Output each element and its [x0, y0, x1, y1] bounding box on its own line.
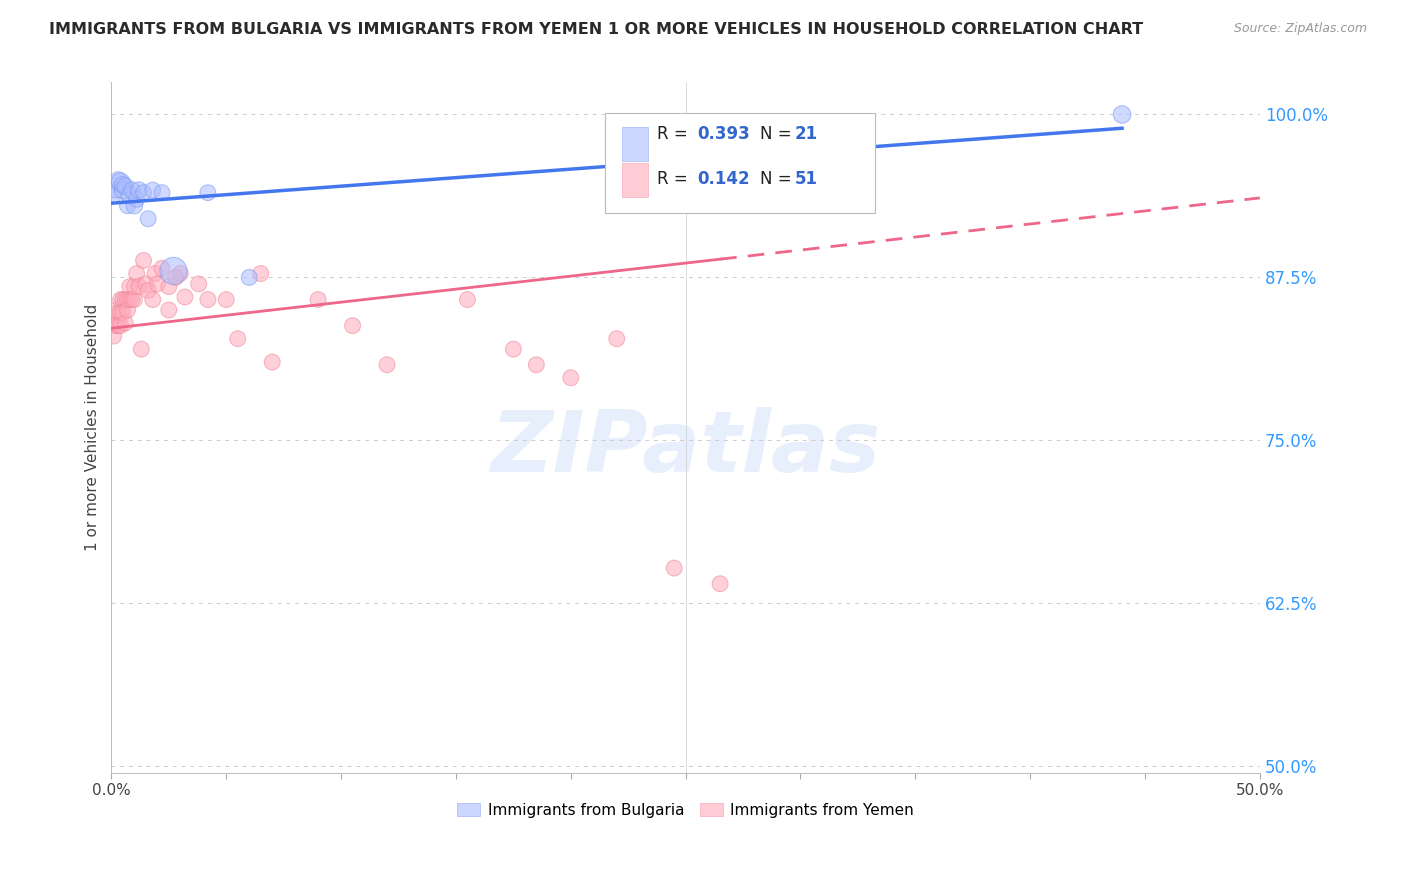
Text: R =: R =	[657, 125, 693, 143]
Point	[107, 172, 129, 186]
Point	[105, 183, 128, 197]
Point	[150, 261, 173, 276]
Point	[150, 186, 173, 200]
Point	[136, 211, 159, 226]
Point	[502, 342, 524, 356]
Point	[197, 293, 219, 307]
Point	[174, 290, 197, 304]
Point	[124, 279, 146, 293]
Point	[111, 178, 134, 192]
Point	[143, 267, 166, 281]
Point	[110, 293, 132, 307]
Point	[121, 183, 143, 197]
Y-axis label: 1 or more Vehicles in Household: 1 or more Vehicles in Household	[86, 303, 100, 551]
Point	[262, 355, 284, 369]
Text: ZIPatlas: ZIPatlas	[491, 407, 880, 490]
Point	[1111, 107, 1133, 121]
Point	[118, 293, 141, 307]
Point	[165, 270, 187, 285]
Point	[114, 293, 136, 307]
Point	[709, 576, 731, 591]
Point	[107, 305, 129, 319]
Point	[129, 342, 152, 356]
Point	[128, 183, 150, 197]
Text: 21: 21	[794, 125, 818, 143]
Text: 51: 51	[794, 170, 818, 188]
Point	[103, 188, 125, 202]
Point	[238, 270, 260, 285]
Point	[107, 318, 129, 333]
Point	[110, 305, 132, 319]
Text: Source: ZipAtlas.com: Source: ZipAtlas.com	[1233, 22, 1367, 36]
Point	[124, 199, 146, 213]
Point	[117, 199, 139, 213]
Point	[121, 293, 143, 307]
Point	[103, 329, 125, 343]
Point	[146, 277, 169, 291]
Point	[157, 279, 180, 293]
Point	[142, 293, 165, 307]
Legend: Immigrants from Bulgaria, Immigrants from Yemen: Immigrants from Bulgaria, Immigrants fro…	[451, 797, 920, 824]
Point	[606, 332, 628, 346]
Point	[117, 293, 139, 307]
Point	[125, 192, 148, 206]
Point	[375, 358, 398, 372]
Point	[524, 358, 547, 372]
Point	[662, 561, 685, 575]
Point	[342, 318, 364, 333]
Point	[105, 303, 128, 318]
Point	[110, 318, 132, 333]
Point	[111, 305, 134, 319]
Point	[118, 188, 141, 202]
Point	[187, 277, 209, 291]
Point	[103, 316, 125, 330]
Point	[226, 332, 249, 346]
Point	[249, 267, 271, 281]
Point	[111, 293, 134, 307]
Text: N =: N =	[761, 170, 797, 188]
Text: R =: R =	[657, 170, 693, 188]
Text: 0.142: 0.142	[697, 170, 749, 188]
Point	[215, 293, 238, 307]
Bar	[623, 127, 648, 161]
Point	[132, 253, 155, 268]
Point	[136, 284, 159, 298]
Text: IMMIGRANTS FROM BULGARIA VS IMMIGRANTS FROM YEMEN 1 OR MORE VEHICLES IN HOUSEHOL: IMMIGRANTS FROM BULGARIA VS IMMIGRANTS F…	[49, 22, 1143, 37]
Point	[162, 264, 184, 278]
Point	[157, 303, 180, 318]
Point	[125, 267, 148, 281]
Point	[110, 175, 132, 189]
Point	[114, 316, 136, 330]
Point	[117, 303, 139, 318]
Point	[135, 277, 157, 291]
Point	[142, 183, 165, 197]
Point	[197, 186, 219, 200]
Text: N =: N =	[761, 125, 797, 143]
Text: 0.393: 0.393	[697, 125, 749, 143]
Point	[132, 186, 155, 200]
Point	[111, 183, 134, 197]
FancyBboxPatch shape	[605, 113, 875, 213]
Point	[169, 267, 191, 281]
Point	[105, 318, 128, 333]
Point	[124, 293, 146, 307]
Point	[118, 279, 141, 293]
Bar	[623, 162, 648, 197]
Point	[128, 279, 150, 293]
Point	[560, 371, 582, 385]
Point	[307, 293, 329, 307]
Point	[114, 179, 136, 194]
Point	[456, 293, 478, 307]
